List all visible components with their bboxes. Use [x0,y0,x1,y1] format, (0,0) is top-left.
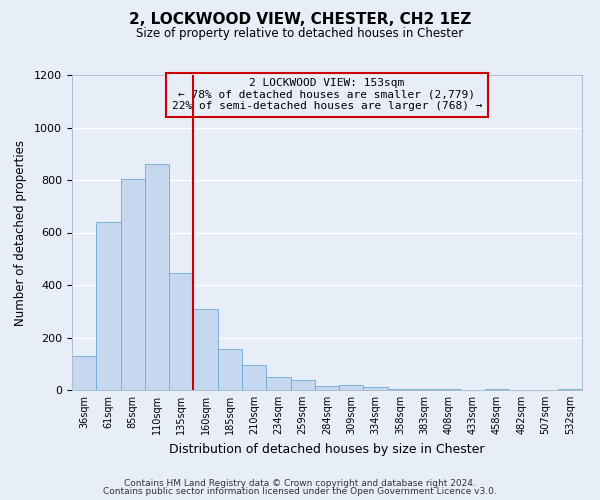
Bar [96,222,121,390]
Bar [169,273,193,390]
Bar [145,164,169,390]
Bar [266,377,290,390]
Bar [388,388,412,390]
Text: 2, LOCKWOOD VIEW, CHESTER, CH2 1EZ: 2, LOCKWOOD VIEW, CHESTER, CH2 1EZ [129,12,471,28]
Bar [364,388,388,390]
Bar [72,356,96,390]
Text: Size of property relative to detached houses in Chester: Size of property relative to detached ho… [136,28,464,40]
Text: Contains HM Land Registry data © Crown copyright and database right 2024.: Contains HM Land Registry data © Crown c… [124,478,476,488]
Bar [339,385,364,390]
Text: 2 LOCKWOOD VIEW: 153sqm
← 78% of detached houses are smaller (2,779)
22% of semi: 2 LOCKWOOD VIEW: 153sqm ← 78% of detache… [172,78,482,112]
Bar [121,178,145,390]
Bar [218,350,242,390]
Y-axis label: Number of detached properties: Number of detached properties [14,140,27,326]
Bar [290,380,315,390]
Bar [242,365,266,390]
Text: Contains public sector information licensed under the Open Government Licence v3: Contains public sector information licen… [103,487,497,496]
X-axis label: Distribution of detached houses by size in Chester: Distribution of detached houses by size … [169,442,485,456]
Bar [193,308,218,390]
Bar [315,386,339,390]
